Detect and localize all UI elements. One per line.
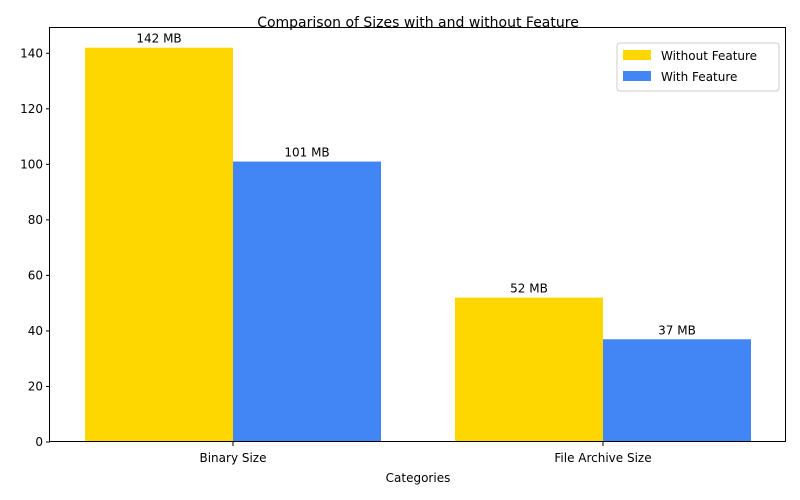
y-axis: 0 20 40 60 80 100 120 140 xyxy=(20,46,50,449)
x-axis-label: Categories xyxy=(386,471,451,485)
bar-value-label: 37 MB xyxy=(658,323,696,337)
bar-value-label: 52 MB xyxy=(510,282,548,296)
chart-title: Comparison of Sizes with and without Fea… xyxy=(257,15,579,31)
legend-box xyxy=(616,42,780,92)
bar-value-label: 101 MB xyxy=(284,146,329,160)
bar-labels-group: 142 MB 101 MB 52 MB 37 MB xyxy=(136,32,695,338)
legend-label: With Feature xyxy=(661,70,737,84)
y-tick-label: 100 xyxy=(20,157,43,171)
bar-with-feature-binary-size xyxy=(233,161,381,442)
y-tick-label: 40 xyxy=(28,324,43,338)
bar-without-feature-file-archive-size xyxy=(455,297,603,442)
bar-with-feature-file-archive-size xyxy=(603,339,751,442)
bar-value-label: 142 MB xyxy=(136,32,181,46)
y-tick-label: 0 xyxy=(35,435,43,449)
bars-group xyxy=(85,47,751,442)
y-tick-label: 80 xyxy=(28,213,43,227)
legend-label: Without Feature xyxy=(661,49,757,63)
bar-without-feature-binary-size xyxy=(85,47,233,442)
legend-swatch xyxy=(623,50,651,60)
y-tick-label: 20 xyxy=(28,379,43,393)
x-axis: Binary Size File Archive Size xyxy=(199,442,652,465)
plot-frame xyxy=(49,27,786,442)
x-tick-label: File Archive Size xyxy=(554,451,651,465)
legend: Without Feature With Feature xyxy=(616,42,780,92)
x-tick-label: Binary Size xyxy=(199,451,266,465)
y-tick-label: 60 xyxy=(28,268,43,282)
legend-swatch xyxy=(623,71,651,81)
y-tick-label: 120 xyxy=(20,102,43,116)
y-tick-label: 140 xyxy=(20,46,43,60)
